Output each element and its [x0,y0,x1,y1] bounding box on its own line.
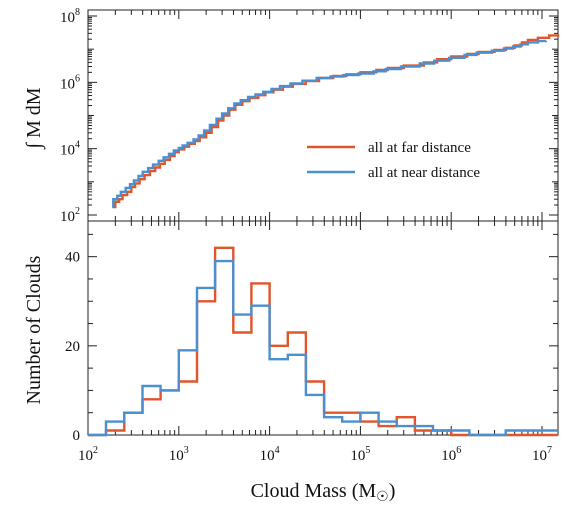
top-series-group [112,34,560,209]
cumulative-line-far [114,34,560,209]
top-panel: 102 104 106 108 ∫ M dM all at far distance … [23,7,560,225]
top-y-axis-title: ∫ M dM [23,87,46,150]
x-axis-title: Cloud Mass (M☉) [251,480,396,505]
x-tick-labels: 102 103 104 105 106 107 [78,445,552,464]
histogram-near [88,259,558,437]
y-tick-label: 102 [60,206,80,225]
bottom-y-axis-title: Number of Clouds [23,255,45,404]
y-tick-label: 106 [60,73,80,92]
x-tick-label: 107 [532,445,552,464]
bottom-panel: 0 20 40 102 103 104 105 106 107 Number of Cloud… [23,220,559,505]
y-tick-label: 40 [65,250,80,266]
x-axis-title-text: Cloud Mass (M [251,480,377,502]
legend-near-label: all at near distance [368,165,480,181]
x-tick-label: 104 [260,445,280,464]
x-axis-title-sub: ☉ [376,490,389,505]
top-panel-frame [87,9,559,222]
legend-far-label: all at far distance [368,140,471,156]
x-tick-label: 102 [78,445,98,464]
y-tick-label: 0 [73,428,81,444]
y-tick-label: 108 [60,7,80,26]
bottom-series-group [88,246,558,437]
bottom-panel-frame [87,220,559,436]
y-tick-label: 104 [60,140,80,159]
x-tick-label: 106 [441,445,461,464]
bottom-axis-ticks [87,221,558,436]
bottom-y-tick-labels: 0 20 40 [65,250,80,444]
x-axis-title-close: ) [389,480,396,502]
cumulative-line-near [112,39,547,209]
y-tick-label: 20 [65,339,80,355]
legend: all at far distance all at near distance [307,140,480,181]
x-tick-label: 105 [350,445,370,464]
top-y-tick-labels: 102 104 106 108 [60,7,80,225]
x-tick-label: 103 [169,445,189,464]
top-axis-ticks [87,10,558,221]
